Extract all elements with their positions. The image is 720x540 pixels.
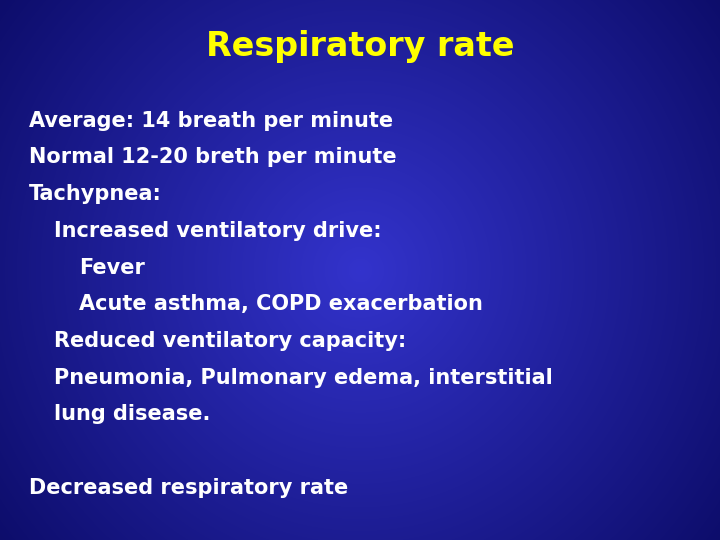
Text: Decreased respiratory rate: Decreased respiratory rate (29, 478, 348, 498)
Text: Reduced ventilatory capacity:: Reduced ventilatory capacity: (54, 331, 406, 351)
Text: Tachypnea:: Tachypnea: (29, 184, 162, 204)
Text: lung disease.: lung disease. (54, 404, 210, 424)
Text: Increased ventilatory drive:: Increased ventilatory drive: (54, 221, 382, 241)
Text: Respiratory rate: Respiratory rate (206, 30, 514, 63)
Text: Normal 12-20 breth per minute: Normal 12-20 breth per minute (29, 147, 397, 167)
Text: Acute asthma, COPD exacerbation: Acute asthma, COPD exacerbation (79, 294, 483, 314)
Text: Average: 14 breath per minute: Average: 14 breath per minute (29, 111, 393, 131)
Text: Fever: Fever (79, 258, 145, 278)
Text: Pneumonia, Pulmonary edema, interstitial: Pneumonia, Pulmonary edema, interstitial (54, 368, 553, 388)
